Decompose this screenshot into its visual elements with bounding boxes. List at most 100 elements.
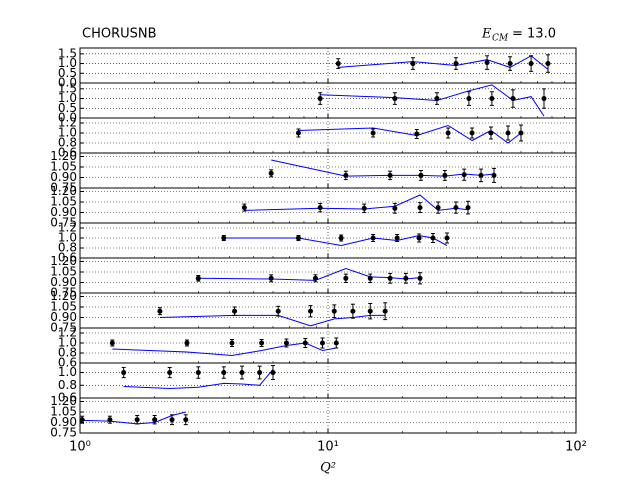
data-point [518, 130, 524, 136]
data-point [465, 205, 471, 211]
data-point [466, 96, 472, 102]
y-tick-label: 1.20 [50, 149, 77, 163]
data-point [414, 131, 420, 137]
theory-line [320, 84, 545, 117]
data-point [545, 61, 551, 67]
y-tick-label: 0.8 [58, 378, 77, 392]
annotation-text: = 13.0 [512, 27, 556, 42]
data-point [370, 235, 376, 241]
y-tick-label: 0.0 [58, 76, 77, 90]
y-tick-label: 1.0 [58, 56, 77, 70]
y-tick-label: 1.2 [58, 326, 77, 340]
y-tick-label: 1.0 [58, 365, 77, 379]
y-tick-label: 1.20 [50, 254, 77, 268]
data-point [275, 308, 281, 314]
data-point [107, 417, 113, 423]
data-point [367, 275, 373, 281]
data-point [167, 370, 173, 376]
y-tick-label: 0.90 [50, 415, 77, 429]
y-tick-label: 0.5 [58, 66, 77, 80]
y-tick-label: 0.5 [58, 101, 77, 115]
y-tick-label: 0.90 [50, 170, 77, 184]
data-point [435, 205, 441, 211]
y-tick-label: 0.8 [58, 136, 77, 150]
y-tick-label: 1.2 [58, 116, 77, 130]
data-point [295, 130, 301, 136]
data-point [434, 96, 440, 102]
data-point [79, 417, 85, 423]
data-point [109, 340, 115, 346]
data-point [183, 417, 189, 423]
theory-line [244, 194, 469, 211]
y-tick-label: 1.0 [58, 336, 77, 350]
y-tick-label: 1.2 [58, 221, 77, 235]
y-tick-label: 1.05 [50, 160, 77, 174]
data-point [221, 235, 227, 241]
data-point [343, 172, 349, 178]
data-point [469, 130, 475, 136]
data-point [453, 205, 459, 211]
data-point [387, 275, 393, 281]
y-tick-label: 0.90 [50, 275, 77, 289]
y-tick-label: 1.5 [58, 46, 77, 60]
data-point [444, 235, 450, 241]
x-tick-label: 10² [565, 440, 587, 455]
data-point [195, 370, 201, 376]
data-point [268, 170, 274, 176]
data-point [418, 172, 424, 178]
y-tick-label: 0.6 [58, 356, 77, 370]
data-point [343, 275, 349, 281]
theory-line [82, 411, 186, 425]
chart-title: CHORUSNB [82, 27, 157, 42]
y-tick-label: 0.75 [50, 426, 77, 440]
x-tick-label: 10¹ [317, 440, 339, 455]
y-tick-label: 0.6 [58, 391, 77, 405]
data-point [134, 417, 140, 423]
data-point [268, 275, 274, 281]
data-point [221, 370, 227, 376]
data-point [350, 308, 356, 314]
y-tick-label: 0.75 [50, 181, 77, 195]
y-tick-label: 1.5 [58, 81, 77, 95]
y-tick-label: 0.75 [50, 321, 77, 335]
data-point [488, 130, 494, 136]
y-tick-label: 0.0 [58, 111, 77, 125]
data-point [370, 130, 376, 136]
data-point [392, 205, 398, 211]
y-tick-label: 1.05 [50, 405, 77, 419]
data-point [387, 172, 393, 178]
theory-line [159, 314, 386, 327]
data-point [541, 96, 547, 102]
data-point [232, 308, 238, 314]
data-point [319, 340, 325, 346]
data-point [257, 370, 263, 376]
data-point [121, 370, 127, 376]
data-point [307, 308, 313, 314]
data-point [338, 235, 344, 241]
annotation-symbol: E [481, 27, 492, 42]
data-point [195, 275, 201, 281]
y-tick-label: 1.0 [58, 91, 77, 105]
data-point [442, 172, 448, 178]
y-tick-label: 1.20 [50, 184, 77, 198]
data-point [430, 235, 436, 241]
theory-line [198, 267, 421, 281]
y-tick-label: 1.20 [50, 394, 77, 408]
data-point [229, 340, 235, 346]
data-point [367, 308, 373, 314]
data-point [241, 205, 247, 211]
x-tick-label: 10⁰ [69, 440, 91, 455]
data-point [295, 235, 301, 241]
data-point [157, 308, 163, 314]
data-point [382, 308, 388, 314]
x-axis-label: Q² [320, 461, 336, 476]
y-tick-label: 1.05 [50, 265, 77, 279]
data-point [528, 61, 534, 67]
data-point [417, 275, 423, 281]
y-tick-label: 1.05 [50, 300, 77, 314]
theory-line [298, 124, 522, 144]
data-point [461, 172, 467, 178]
data-point [317, 96, 323, 102]
